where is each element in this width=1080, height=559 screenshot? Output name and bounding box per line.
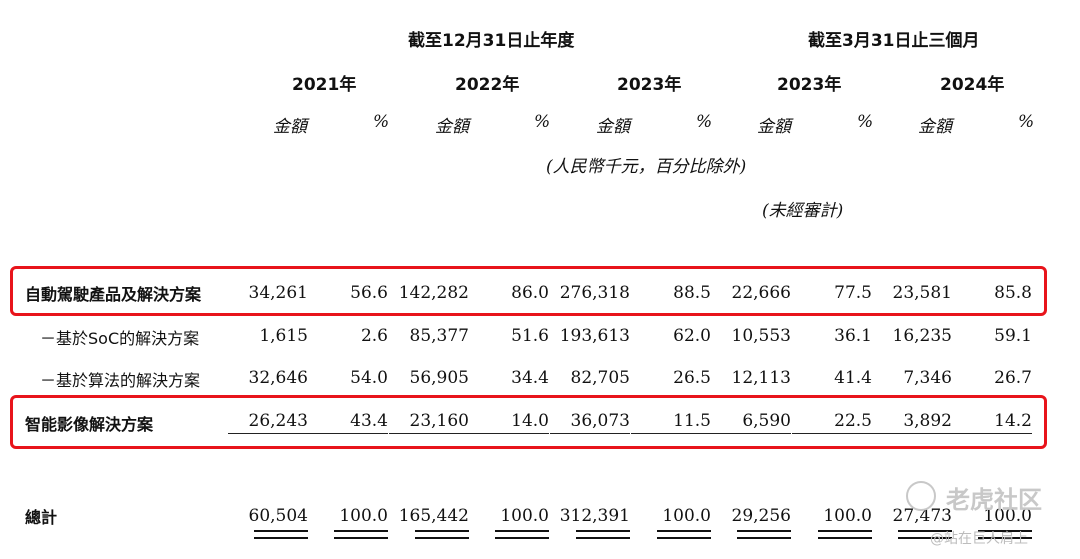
pct-header: % xyxy=(857,112,874,132)
double-underline xyxy=(898,530,952,539)
cell-value: 86.0 xyxy=(511,283,549,303)
cell-value: 14.2 xyxy=(952,411,1032,434)
cell-value: 82,705 xyxy=(570,368,630,388)
unit-note: (人民幣千元，百分比除外) xyxy=(546,157,747,177)
pct-header: % xyxy=(534,112,551,132)
double-underline xyxy=(334,530,388,539)
double-underline xyxy=(818,530,872,539)
total-value: 312,391 xyxy=(559,506,630,526)
cell-value: 1,615 xyxy=(259,326,308,346)
cell-value: 88.5 xyxy=(673,283,711,303)
highlight-box-imaging xyxy=(10,395,1047,449)
double-underline xyxy=(737,530,791,539)
year-header-2022: 2022年 xyxy=(455,75,520,95)
cell-value: 36.1 xyxy=(834,326,872,346)
period-year-header: 截至12月31日止年度 xyxy=(408,31,575,51)
unaudited-note: (未經審計) xyxy=(762,201,844,221)
cell-value: 2.6 xyxy=(360,326,388,346)
total-value: 100.0 xyxy=(662,506,711,526)
row-label-autonomous: 自動駕駛產品及解決方案 xyxy=(25,285,202,304)
total-value: 100.0 xyxy=(983,506,1032,526)
amount-header: 金額 xyxy=(273,117,307,137)
cell-value: 54.0 xyxy=(350,368,388,388)
cell-value: 11.5 xyxy=(631,411,711,434)
cell-value: 22,666 xyxy=(731,283,791,303)
cell-value: 34.4 xyxy=(511,368,549,388)
cell-value: 3,892 xyxy=(872,411,952,434)
cell-value: 51.6 xyxy=(511,326,549,346)
double-underline xyxy=(254,530,308,539)
row-label-algorithm: －基於算法的解決方案 xyxy=(40,371,201,390)
double-underline xyxy=(657,530,711,539)
row-label-soc: －基於SoC的解決方案 xyxy=(40,329,200,348)
highlight-box-autonomous xyxy=(10,266,1047,316)
cell-value: 142,282 xyxy=(398,283,469,303)
cell-value: 276,318 xyxy=(559,283,630,303)
pct-header: % xyxy=(696,112,713,132)
cell-value: 16,235 xyxy=(892,326,952,346)
period-quarter-header: 截至3月31日止三個月 xyxy=(808,31,980,51)
cell-value: 26.7 xyxy=(994,368,1032,388)
amount-header: 金額 xyxy=(918,117,952,137)
row-label-imaging: 智能影像解決方案 xyxy=(25,415,154,434)
cell-value: 34,261 xyxy=(248,283,308,303)
cell-value: 56.6 xyxy=(350,283,388,303)
cell-value: 62.0 xyxy=(673,326,711,346)
cell-value: 36,073 xyxy=(550,411,630,434)
double-underline xyxy=(415,530,469,539)
year-header-2023-q1: 2023年 xyxy=(777,75,842,95)
total-value: 100.0 xyxy=(500,506,549,526)
total-value: 60,504 xyxy=(248,506,308,526)
cell-value: 32,646 xyxy=(248,368,308,388)
total-value: 100.0 xyxy=(339,506,388,526)
double-underline xyxy=(495,530,549,539)
cell-value: 77.5 xyxy=(834,283,872,303)
year-header-2023: 2023年 xyxy=(617,75,682,95)
cell-value: 56,905 xyxy=(409,368,469,388)
total-value: 27,473 xyxy=(892,506,952,526)
amount-header: 金額 xyxy=(596,117,630,137)
cell-value: 23,160 xyxy=(389,411,469,434)
row-label-total: 總計 xyxy=(25,508,58,527)
cell-value: 6,590 xyxy=(711,411,791,434)
double-underline xyxy=(576,530,630,539)
year-header-2021: 2021年 xyxy=(292,75,357,95)
cell-value: 12,113 xyxy=(731,368,791,388)
cell-value: 14.0 xyxy=(469,411,549,434)
total-value: 29,256 xyxy=(731,506,791,526)
amount-header: 金額 xyxy=(435,117,469,137)
cell-value: 10,553 xyxy=(731,326,791,346)
cell-value: 85.8 xyxy=(994,283,1032,303)
amount-header: 金額 xyxy=(757,117,791,137)
cell-value: 23,581 xyxy=(892,283,952,303)
cell-value: 85,377 xyxy=(409,326,469,346)
cell-value: 193,613 xyxy=(559,326,630,346)
watermark-handle: @站在巨人肩上 xyxy=(930,531,1028,547)
cell-value: 7,346 xyxy=(903,368,952,388)
cell-value: 43.4 xyxy=(308,411,388,434)
pct-header: % xyxy=(1018,112,1035,132)
total-value: 100.0 xyxy=(823,506,872,526)
cell-value: 22.5 xyxy=(792,411,872,434)
cell-value: 41.4 xyxy=(834,368,872,388)
total-value: 165,442 xyxy=(398,506,469,526)
pct-header: % xyxy=(373,112,390,132)
watermark-brand: 老虎社区 xyxy=(946,486,1042,514)
cell-value: 26,243 xyxy=(228,411,308,434)
cell-value: 26.5 xyxy=(673,368,711,388)
double-underline xyxy=(978,530,1032,539)
year-header-2024-q1: 2024年 xyxy=(940,75,1005,95)
watermark-logo-icon xyxy=(906,481,936,511)
cell-value: 59.1 xyxy=(994,326,1032,346)
